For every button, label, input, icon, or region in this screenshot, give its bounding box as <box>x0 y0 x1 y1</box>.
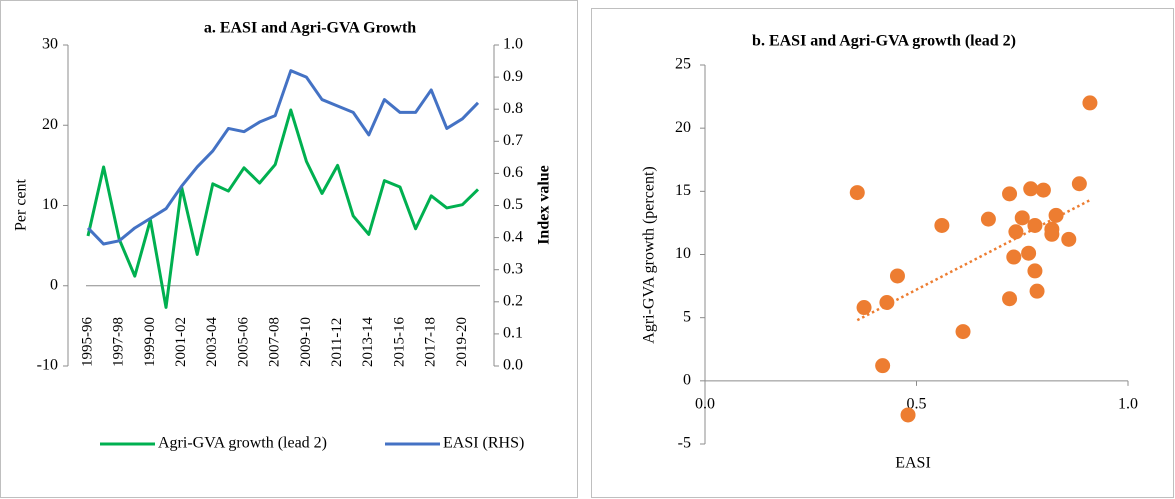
x-tick-label: 2017-18 <box>423 317 439 367</box>
scatter-point <box>1035 182 1051 198</box>
scatter-point <box>1008 224 1024 240</box>
x-tick-label: 2007-08 <box>267 317 283 367</box>
x-tick-label: 1995-96 <box>79 317 95 367</box>
y-tick-label: 25 <box>675 56 691 73</box>
scatter-point <box>1021 245 1037 261</box>
scatter-point <box>1027 217 1043 233</box>
y-axis-label: Per cent <box>13 178 30 231</box>
scatter-point <box>1006 249 1022 265</box>
y2-tick-label: 0.1 <box>503 325 523 342</box>
scatter-point <box>934 217 950 233</box>
y-tick-label: 0 <box>50 276 58 293</box>
scatter-point <box>980 211 996 227</box>
y2-tick-label: 0.6 <box>503 164 523 181</box>
scatter-point <box>1071 176 1087 192</box>
scatter-point <box>1002 186 1018 202</box>
scatter-point <box>1082 95 1098 111</box>
legend-label: Agri-GVA growth (lead 2) <box>158 435 327 452</box>
y2-tick-label: 0.0 <box>503 357 523 374</box>
y-tick-label: 20 <box>42 116 58 133</box>
x-tick-label: 1997-98 <box>111 317 127 367</box>
y-tick-label: -5 <box>678 435 691 452</box>
y2-tick-label: 0.3 <box>503 260 523 277</box>
chart-title: b. EASI and Agri-GVA growth (lead 2) <box>752 33 1016 50</box>
scatter-point <box>900 407 916 423</box>
x-tick-label: 2019-20 <box>454 317 470 367</box>
x-tick-label: 2015-16 <box>391 317 407 367</box>
x-tick-label: 2005-06 <box>235 317 251 367</box>
scatter-point <box>879 295 895 311</box>
x-tick-label: 2009-10 <box>298 317 314 367</box>
scatter-point <box>1061 231 1077 247</box>
y2-tick-label: 0.9 <box>503 68 523 85</box>
panel-border <box>0 0 578 498</box>
x-tick-label: 2003-04 <box>204 317 220 367</box>
scatter-point <box>1029 283 1045 299</box>
scatter-point <box>1002 291 1018 307</box>
data-line <box>86 69 480 246</box>
y2-tick-label: 0.2 <box>503 292 523 309</box>
x-axis-label: EASI <box>895 455 931 472</box>
y-tick-label: 15 <box>675 182 691 199</box>
y2-tick-label: 0.5 <box>503 196 523 213</box>
y2-axis-label: Index value <box>536 165 553 245</box>
data-line <box>86 108 480 309</box>
y2-tick-label: 0.8 <box>503 100 523 117</box>
x-tick-label: 0.0 <box>695 396 715 413</box>
y2-tick-label: 0.7 <box>503 132 523 149</box>
y-tick-label: 20 <box>675 119 691 136</box>
scatter-point <box>1023 181 1039 197</box>
y2-tick-label: 0.4 <box>503 228 523 245</box>
scatter-point <box>856 300 872 316</box>
legend-label: EASI (RHS) <box>443 435 524 452</box>
x-tick-label: 1.0 <box>1118 396 1138 413</box>
y-tick-label: -10 <box>37 357 58 374</box>
x-tick-label: 2013-14 <box>360 317 376 367</box>
scatter-point <box>849 185 865 201</box>
scatter-point <box>889 268 905 284</box>
scatter-point <box>1014 210 1030 226</box>
scatter-point <box>1048 207 1064 223</box>
scatter-point <box>1044 226 1060 242</box>
x-tick-label: 0.5 <box>907 396 927 413</box>
y-axis-label: Agri-GVA growth (percent) <box>641 166 658 343</box>
y-tick-label: 0 <box>683 372 691 389</box>
y-tick-label: 10 <box>675 245 691 262</box>
y-tick-label: 5 <box>683 308 691 325</box>
x-tick-label: 1999-00 <box>142 317 158 367</box>
x-tick-label: 2011-12 <box>329 318 345 367</box>
y-tick-label: 10 <box>42 196 58 213</box>
scatter-point <box>875 358 891 374</box>
y-tick-label: 30 <box>42 36 58 53</box>
x-tick-label: 2001-02 <box>173 317 189 367</box>
y2-tick-label: 1.0 <box>503 36 523 53</box>
chart-title: a. EASI and Agri-GVA Growth <box>204 20 416 37</box>
panel-border <box>591 8 1174 498</box>
scatter-point <box>1027 263 1043 279</box>
scatter-point <box>955 324 971 340</box>
